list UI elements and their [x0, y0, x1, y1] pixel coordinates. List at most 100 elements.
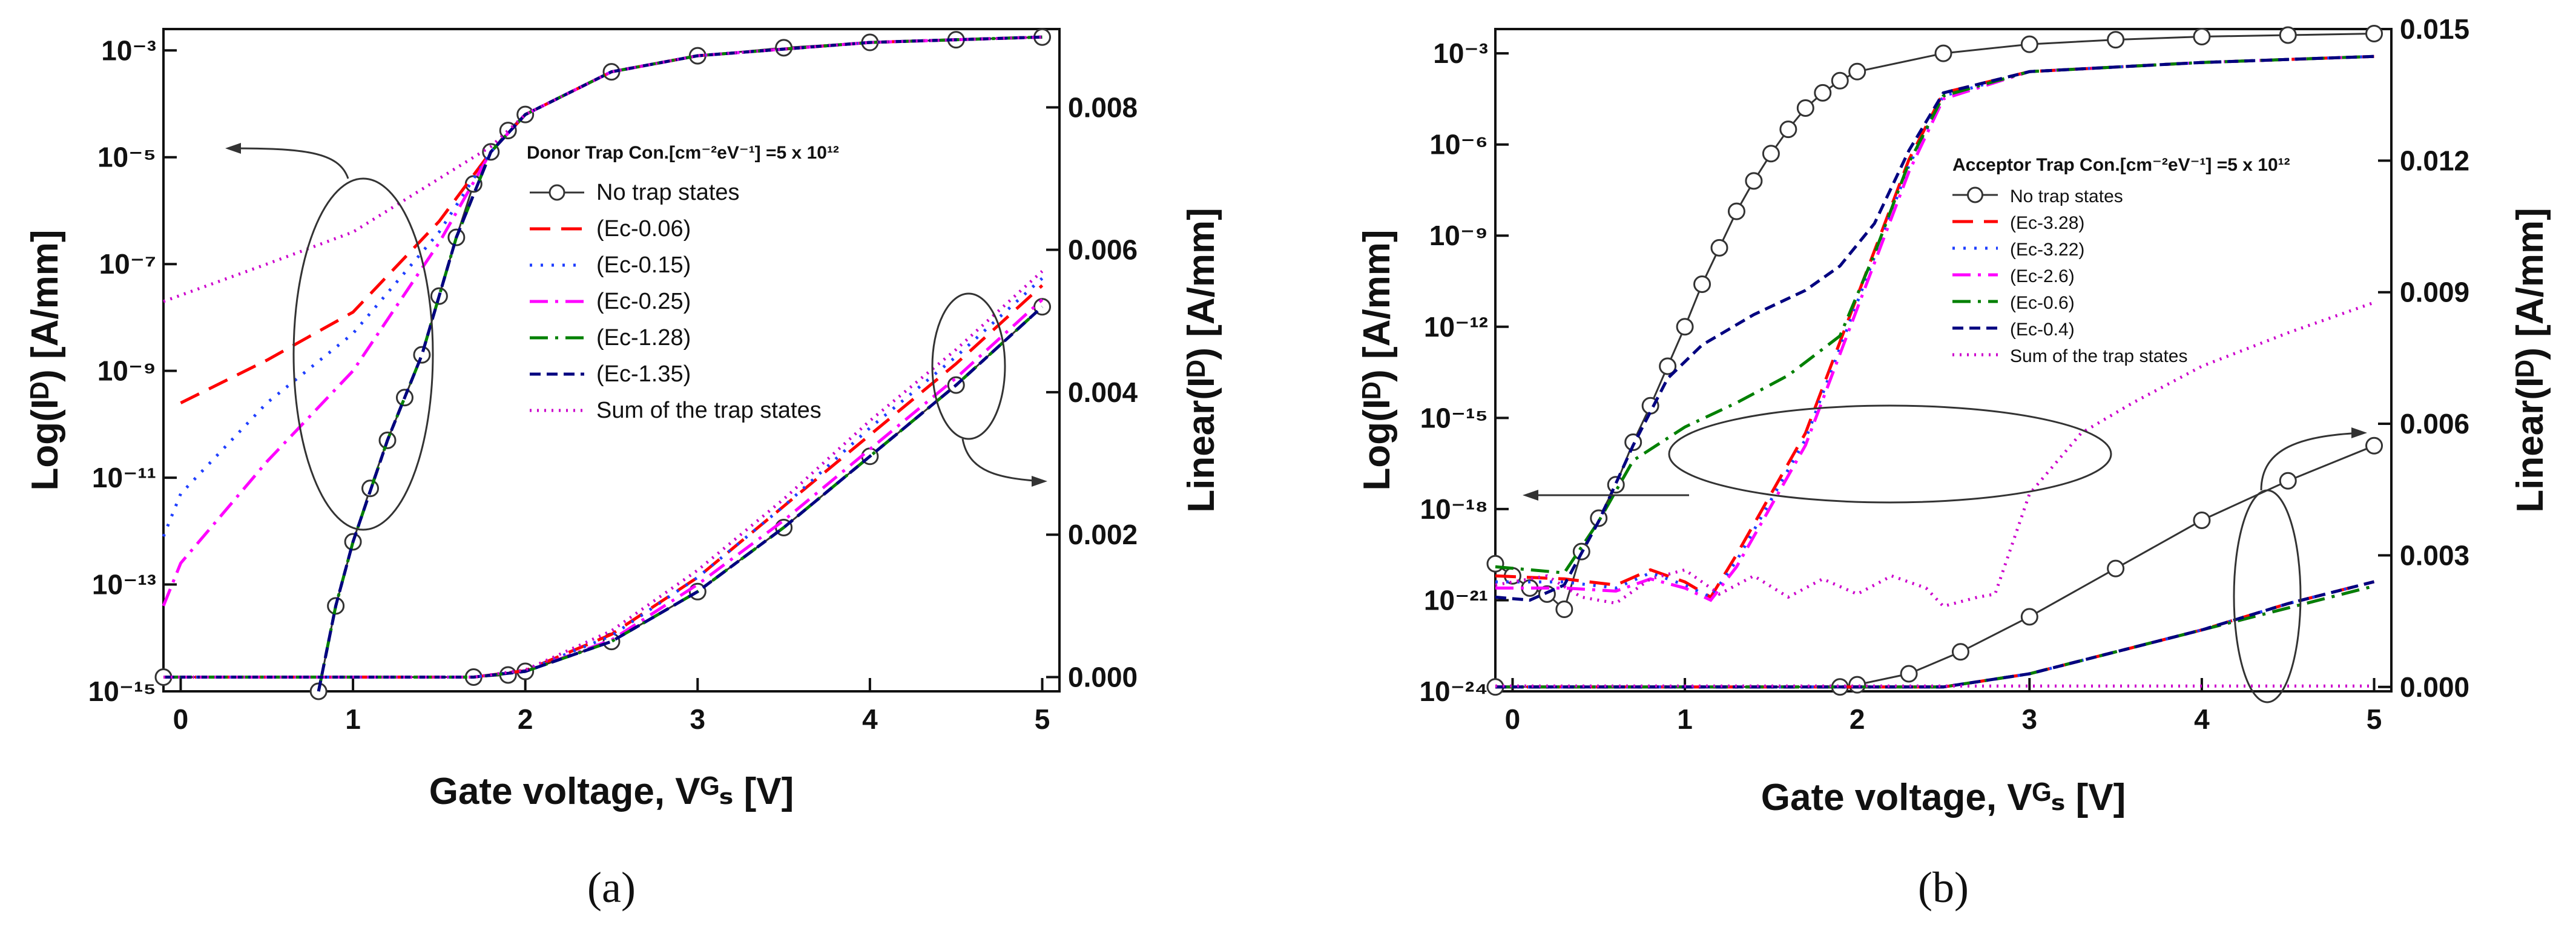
panel-a-lin-arrow: [961, 438, 1042, 482]
panel-a-y-right-tick-label: 0.004: [1068, 377, 1138, 408]
panel-a-legend-label-5: (Ec-1.35): [596, 361, 691, 387]
panel-b-x-tick-label: 4: [2194, 703, 2210, 735]
panel-a-series-2-log-line: [162, 35, 1043, 538]
panel-b-callouts: [1523, 404, 2367, 703]
panel-b-series-0-linear-marker: [1900, 665, 1918, 683]
panel-a-series-6-linear-line: [163, 270, 1044, 679]
panel-a-legend-label-1: (Ec-0.06): [596, 216, 691, 242]
panel-b-series-0-log-marker: [1934, 44, 1952, 62]
panel-a-y-left-tick-label: 10⁻⁹: [97, 355, 156, 387]
panel-b-y-right-tick-label: 0.009: [2400, 277, 2469, 308]
panel-b-series-5-linear-line: [1495, 580, 2375, 689]
panel-a-legend-label-6: Sum of the trap states: [596, 398, 822, 423]
panel-b-x-tick-label: 0: [1505, 703, 1521, 735]
panel-b-series-0-log-marker: [1796, 99, 1814, 117]
panel-a-x-tick-label: 2: [518, 703, 533, 735]
panel-b-legend-label-3: (Ec-2.6): [2010, 266, 2075, 286]
panel-b-y-left-tick-label: 10⁻²⁴: [1419, 676, 1488, 707]
panel-b-series-0-log-marker: [1762, 145, 1780, 163]
panel-b-lin-arrow: [2260, 432, 2362, 491]
panel-b-y-axis-left-label: Log(Iᴰ) [A/mm]: [1356, 229, 1398, 490]
panel-a-log-ellipse: [292, 177, 434, 531]
panel-a-series-0-log-marker: [309, 682, 328, 700]
panel-a-caption: (a): [587, 863, 636, 912]
panel-a-x-tick-label: 0: [173, 703, 189, 735]
panel-b-series-0-linear-marker: [1848, 676, 1866, 694]
panel-b-y-left-tick-label: 10⁻¹⁵: [1420, 402, 1488, 433]
panel-b-y-left-tick-label: 10⁻⁶: [1429, 129, 1488, 160]
panel-b-y-right-tick-label: 0.000: [2400, 671, 2469, 703]
panel-b-y-left-tick-label: 10⁻¹²: [1424, 311, 1488, 343]
panel-b-series-0-log-marker: [1779, 120, 1797, 139]
panel-b-y-right-tick-label: 0.003: [2400, 539, 2469, 571]
panel-a-callouts: [225, 143, 1047, 531]
panel-b-legend-label-4: (Ec-0.6): [2010, 293, 2075, 313]
panel-b-x-tick-label: 5: [2367, 703, 2382, 735]
panel-b-legend: Acceptor Trap Con.[cm⁻²eV⁻¹] =5 x 10¹² N…: [1952, 155, 2290, 366]
panel-b-x-tick-label: 1: [1677, 703, 1693, 735]
panel-a-x-axis-label: Gate voltage, Vᴳₛ [V]: [429, 771, 794, 812]
panel-b-x-tick-label: 3: [2022, 703, 2038, 735]
panel-a-legend-label-2: (Ec-0.15): [596, 252, 691, 278]
panel-b-y-axis-right-label: Linear(Iᴰ) [A/mm]: [2509, 208, 2551, 513]
panel-a-legend-marker: [548, 184, 565, 201]
panel-b-series-0-log-marker: [1831, 71, 1849, 90]
panel-b-log-arrowhead: [1523, 490, 1538, 501]
panel-a-legend-label-3: (Ec-0.25): [596, 289, 691, 314]
panel-a-series-group: [154, 28, 1052, 700]
panel-b-caption: (b): [1918, 863, 1969, 912]
panel-b-series-0-log-marker: [2279, 26, 2297, 44]
panel-b-series-0-linear-marker: [2279, 472, 2297, 490]
panel-a-lin-arrowhead: [1032, 476, 1047, 487]
panel-a-x-tick-label: 4: [862, 703, 878, 735]
panel-a-series-0-log-marker: [413, 346, 431, 364]
panel-b-legend-label-2: (Ec-3.22): [2010, 240, 2084, 260]
panel-a-y-right-tick-label: 0.002: [1068, 519, 1138, 550]
panel-b-series-group: [1486, 25, 2383, 696]
panel-b-y-left-tick-label: 10⁻¹⁸: [1420, 493, 1488, 525]
panel-a-y-right-tick-label: 0.006: [1068, 234, 1138, 266]
panel-a-log-arrow: [229, 147, 349, 179]
panel-b-y-left-tick-label: 10⁻⁹: [1429, 220, 1488, 251]
panel-b-series-0-log-marker: [1676, 318, 1694, 336]
panel-b-legend-label-6: Sum of the trap states: [2010, 346, 2187, 366]
panel-a-y-axis-right-label: Linear(Iᴰ) [A/mm]: [1181, 208, 1222, 513]
panel-b-series-0-log-marker: [1693, 275, 1711, 294]
panel-b-series-0-linear-marker: [2020, 608, 2038, 626]
panel-b-legend-label-0: No trap states: [2010, 186, 2123, 206]
panel-b-series-0-linear-marker: [2107, 559, 2125, 578]
panel-b-series-3-log-line: [1495, 54, 2374, 602]
panel-b-series-5-log-line: [1495, 54, 2374, 602]
panel-a-y-left-tick-label: 10⁻⁵: [97, 142, 156, 173]
panel-a-plot-frame: [162, 28, 1061, 693]
panel-b-series-0-log-marker: [1745, 172, 1763, 190]
panel-b-series-0-linear-marker: [2365, 436, 2383, 455]
panel-b-legend-label-5: (Ec-0.4): [2010, 320, 2075, 340]
panel-a-y-left-tick-label: 10⁻⁷: [99, 248, 156, 280]
panel-a-legend: Donor Trap Con.[cm⁻²eV⁻¹] =5 x 10¹² No t…: [527, 143, 839, 423]
panel-b-y-left-tick-label: 10⁻²¹: [1424, 584, 1488, 616]
panel-a-legend-title: Donor Trap Con.[cm⁻²eV⁻¹] =5 x 10¹²: [527, 143, 839, 163]
panel-a-series-0-linear-marker: [1033, 298, 1052, 316]
panel-b-series-1-log-line: [1495, 54, 2374, 599]
panel-b-series-3-linear-line: [1495, 584, 2375, 689]
panel-b-lin-ellipse: [2233, 489, 2302, 703]
panel-b-series-0-log-marker: [1659, 357, 1677, 375]
panel-a-series-5-log-line: [317, 35, 1043, 692]
panel-b-series-2-linear-line: [1495, 580, 2375, 689]
panel-b-lin-arrowhead: [2351, 427, 2367, 438]
panel-b-series-0-linear-marker: [1951, 643, 1969, 661]
panel-b-series-0-log-marker: [2365, 25, 2383, 43]
panel-a-y-right-tick-label: 0.000: [1068, 661, 1138, 693]
panel-b-series-1-linear-line: [1495, 580, 2375, 689]
panel-a-y-left-tick-label: 10⁻¹⁵: [88, 676, 156, 707]
panel-b-legend-title: Acceptor Trap Con.[cm⁻²eV⁻¹] =5 x 10¹²: [1952, 155, 2290, 175]
panel-a-chart: 0 1 2 3 4 5 10⁻¹⁵ 10⁻¹³ 10⁻¹¹ 10⁻⁹ 10⁻⁷ 10⁻⁵ 10⁻³ 0.0…: [24, 28, 1222, 912]
panel-a-y-right-tick-label: 0.008: [1068, 91, 1138, 123]
panel-b-log-ellipse: [1668, 404, 2112, 504]
panel-a-y-left-tick-label: 10⁻¹¹: [92, 462, 156, 493]
panel-b-series-4-linear-line: [1495, 584, 2375, 689]
panel-a-legend-label-4: (Ec-1.28): [596, 325, 691, 351]
panel-a-axis-ticks: 0 1 2 3 4 5 10⁻¹⁵ 10⁻¹³ 10⁻¹¹ 10⁻⁹ 10⁻⁷ 10⁻⁵ 10⁻³ 0.0…: [88, 35, 1138, 735]
